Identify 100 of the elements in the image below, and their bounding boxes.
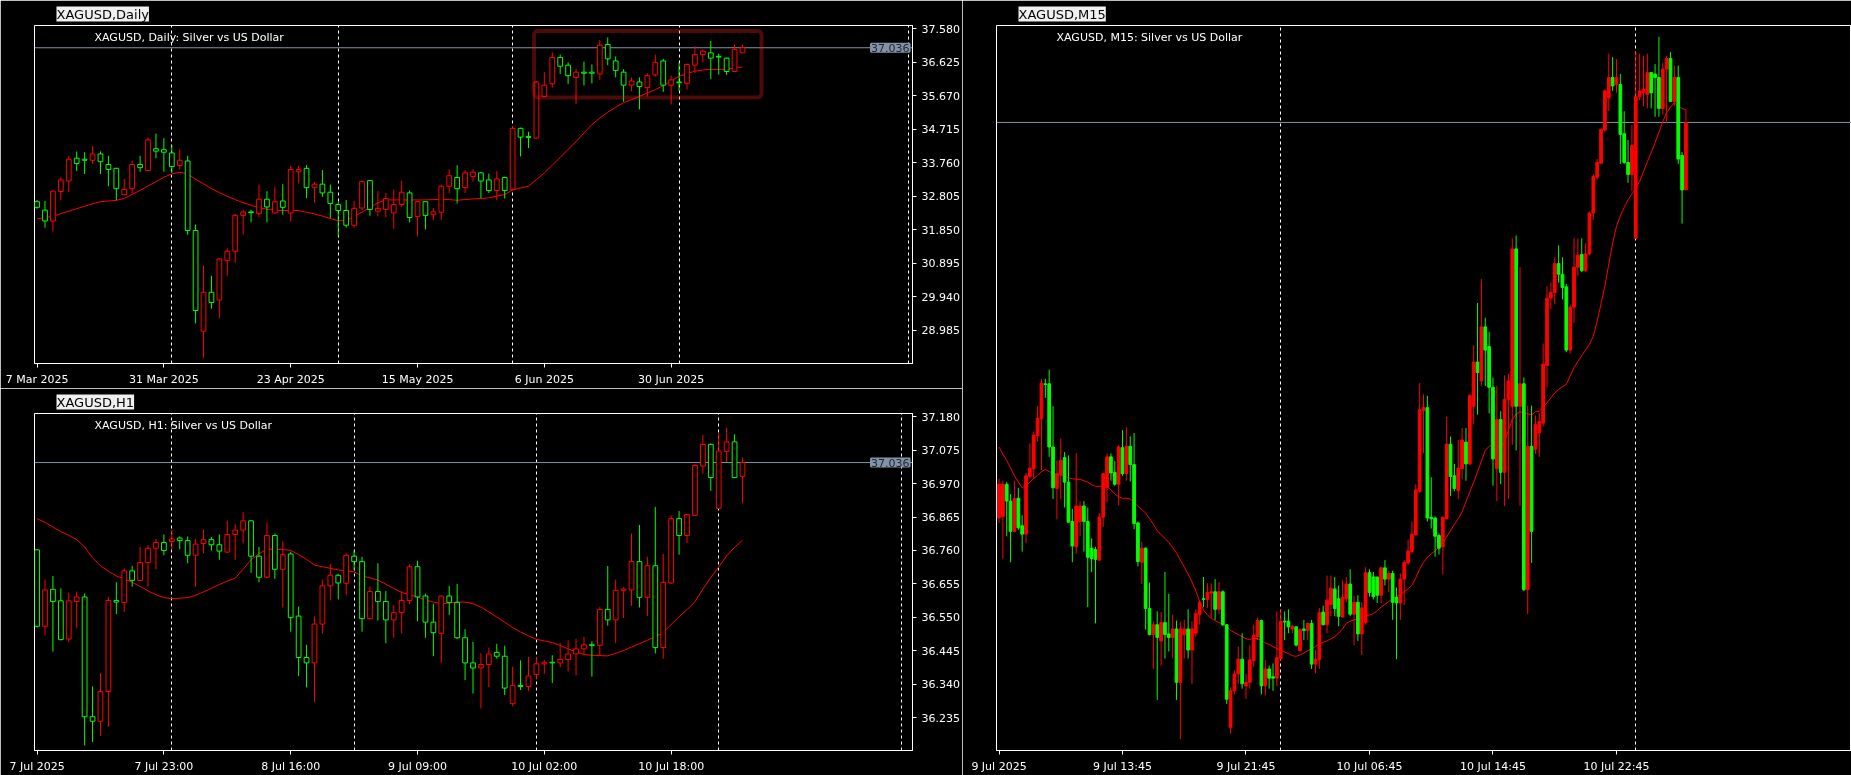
y-tick-label: 28.985 [921, 324, 960, 338]
x-tick-label: 9 Jul 13:45 [1093, 759, 1152, 773]
chart-title: XAGUSD,Daily [56, 6, 150, 22]
candlestick [351, 549, 357, 571]
candlestick [279, 540, 286, 608]
x-tick-label: 9 Jul 2025 [971, 759, 1027, 773]
y-tick-label: 34.715 [921, 123, 960, 137]
candlestick [604, 565, 611, 627]
candlestick [533, 656, 540, 680]
text: XAGUSD, H1: Silver vs US Dollar [94, 418, 273, 432]
x-tick-label: 6 Jun 2025 [514, 372, 574, 386]
y-tick-label: 33.760 [921, 156, 960, 170]
x-tick-label: 15 May 2025 [381, 372, 454, 386]
candlestick [168, 144, 175, 174]
candlestick [240, 209, 247, 236]
y-tick-label: 37.180 [921, 410, 960, 424]
candlestick [390, 604, 397, 639]
x-tick-label: 10 Jul 22:45 [1583, 759, 1650, 773]
candlestick [113, 167, 120, 201]
candlestick [478, 171, 484, 199]
candlestick [541, 71, 548, 98]
candlestick [707, 40, 714, 80]
candlestick [589, 63, 595, 84]
candlestick [493, 170, 500, 201]
candlestick [73, 591, 80, 629]
candlestick [1386, 570, 1391, 593]
candlestick [153, 538, 159, 570]
candlestick [684, 513, 690, 544]
candlestick [264, 190, 270, 223]
candlestick [161, 534, 167, 556]
candlestick [248, 209, 254, 223]
candlestick [1159, 611, 1163, 666]
y-tick-label: 36.760 [921, 544, 960, 558]
candlestick [57, 176, 64, 201]
candlestick [335, 201, 342, 237]
candlestick [612, 55, 619, 78]
candlestick [1375, 576, 1380, 604]
candlestick [581, 61, 587, 87]
x-tick-label: 10 Jul 06:45 [1336, 759, 1403, 773]
candlestick [1205, 582, 1210, 609]
y-tick-label: 36.865 [921, 511, 960, 525]
candlestick [176, 148, 183, 170]
candlestick [1170, 614, 1175, 659]
candlestick [478, 652, 484, 709]
y-tick-label: 36.235 [921, 711, 960, 725]
candlestick [224, 520, 231, 554]
candlestick [1271, 662, 1275, 692]
candlestick [42, 200, 48, 229]
candlestick [668, 75, 675, 105]
candlestick [73, 151, 80, 172]
candlestick [137, 546, 143, 581]
candlestick [343, 199, 350, 229]
candlestick [113, 581, 120, 615]
candlestick [1641, 55, 1646, 107]
candlestick [549, 654, 556, 684]
x-tick-label: 23 Apr 2025 [256, 372, 325, 386]
candlestick [129, 565, 136, 588]
x-tick-label: 30 Jun 2025 [638, 372, 705, 386]
x-tick-label: 10 Jul 18:00 [638, 759, 705, 773]
candlestick [1213, 578, 1217, 621]
candlestick [1294, 625, 1299, 648]
candlestick [81, 151, 88, 175]
candlestick [470, 641, 476, 694]
candlestick [446, 585, 453, 616]
candlestick [1371, 571, 1376, 600]
candlestick [1383, 559, 1387, 586]
x-tick-label: 10 Jul 14:45 [1460, 759, 1526, 773]
candlestick [256, 546, 262, 583]
candlestick [145, 544, 151, 588]
candlestick [1209, 582, 1214, 619]
candlestick [382, 590, 389, 644]
candlestick [1302, 619, 1306, 641]
candlestick [1340, 579, 1345, 619]
candlestick [1163, 571, 1167, 659]
candlestick [1579, 237, 1584, 273]
candlestick [224, 247, 231, 277]
chart-subtitle: XAGUSD, M15: Silver vs US Dollar [1056, 30, 1243, 44]
candlestick [50, 575, 56, 653]
candlestick [1093, 546, 1098, 624]
x-tick-label: 31 Mar 2025 [129, 372, 199, 386]
text: XAGUSD, Daily: Silver vs US Dollar [94, 30, 285, 44]
x-tick-label: 8 Jul 16:00 [261, 759, 321, 773]
candlestick [715, 53, 722, 76]
candlestick [153, 133, 159, 159]
candlestick [485, 173, 492, 194]
candlestick [1217, 581, 1221, 615]
candlestick [1155, 610, 1160, 701]
x-tick-label: 9 Jul 21:45 [1216, 759, 1276, 773]
candlestick [335, 573, 342, 601]
candlestick [216, 534, 223, 561]
candlestick [1139, 541, 1144, 585]
x-tick-label: 7 Jul 2025 [9, 759, 65, 773]
y-tick-label: 31.850 [921, 223, 960, 237]
candlestick [676, 61, 682, 92]
candlestick [723, 427, 730, 463]
candlestick [1518, 266, 1522, 507]
y-tick-label: 30.895 [921, 257, 960, 271]
y-tick-label: 35.670 [921, 89, 960, 103]
candlestick [327, 563, 334, 601]
y-tick-label: 37.075 [921, 444, 960, 458]
